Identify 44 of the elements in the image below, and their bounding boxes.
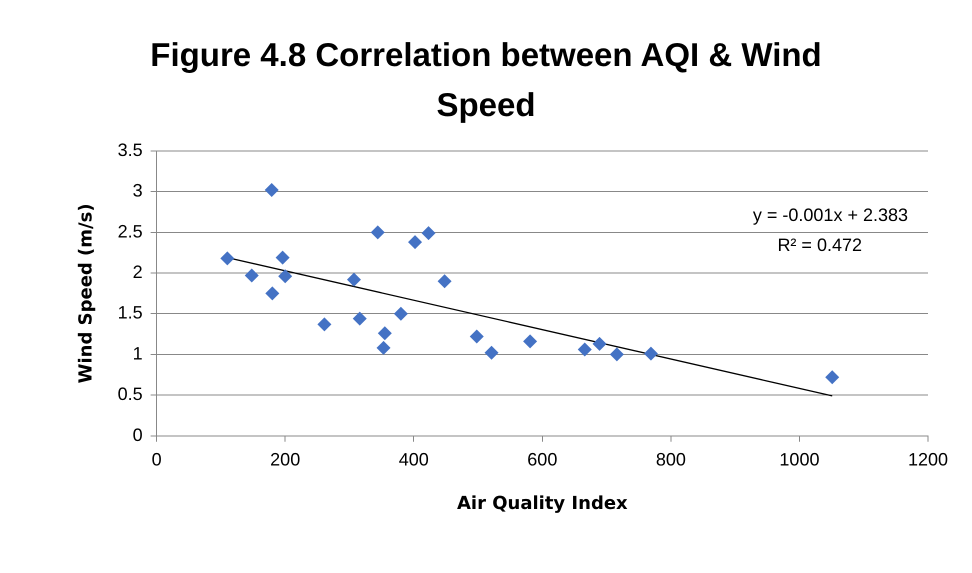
- point: [592, 336, 607, 351]
- point: [346, 272, 361, 287]
- y-axis-title: Wind Speed (m/s): [75, 203, 96, 384]
- point: [278, 269, 292, 284]
- point: [394, 306, 408, 321]
- point: [578, 342, 592, 357]
- x-tick-label: 1000: [779, 450, 820, 470]
- x-tick-label: 600: [527, 450, 558, 470]
- y-tick-label: 3.5: [118, 140, 143, 160]
- y-tick-label: 0.5: [118, 384, 143, 404]
- x-tick-label: 800: [656, 450, 686, 470]
- y-tick-label: 2.5: [118, 221, 143, 242]
- point: [438, 274, 452, 288]
- y-tick-label: 2: [132, 262, 143, 282]
- annotation: R² = 0.472: [777, 234, 862, 255]
- point: [484, 346, 499, 360]
- point: [470, 330, 484, 344]
- point: [408, 235, 422, 250]
- point: [376, 340, 391, 355]
- y-tick-label: 1: [132, 343, 143, 364]
- point: [352, 312, 367, 326]
- y-tick-label: 3: [132, 180, 143, 201]
- x-tick-label: 200: [270, 450, 300, 470]
- point: [610, 347, 624, 362]
- point: [220, 251, 234, 266]
- y-tick-label: 0: [132, 424, 143, 445]
- point: [276, 250, 290, 265]
- point: [264, 183, 279, 198]
- x-tick-label: 1200: [908, 450, 948, 470]
- point: [644, 346, 658, 361]
- point: [244, 268, 259, 282]
- point: [825, 370, 840, 384]
- point: [523, 334, 538, 348]
- point: [370, 225, 385, 240]
- x-tick-label: 0: [152, 450, 162, 470]
- point: [378, 326, 392, 340]
- x-axis-title: Air Quality Index: [456, 492, 628, 514]
- point: [422, 226, 436, 240]
- annotation: y = -0.001x + 2.383: [752, 204, 908, 225]
- y-tick-label: 1.5: [118, 302, 143, 323]
- x-tick-label: 400: [398, 450, 429, 470]
- point: [265, 286, 280, 300]
- chart-title: Figure 4.8 Correlation between AQI & Wind Speed: [149, 35, 823, 125]
- point: [317, 317, 332, 332]
